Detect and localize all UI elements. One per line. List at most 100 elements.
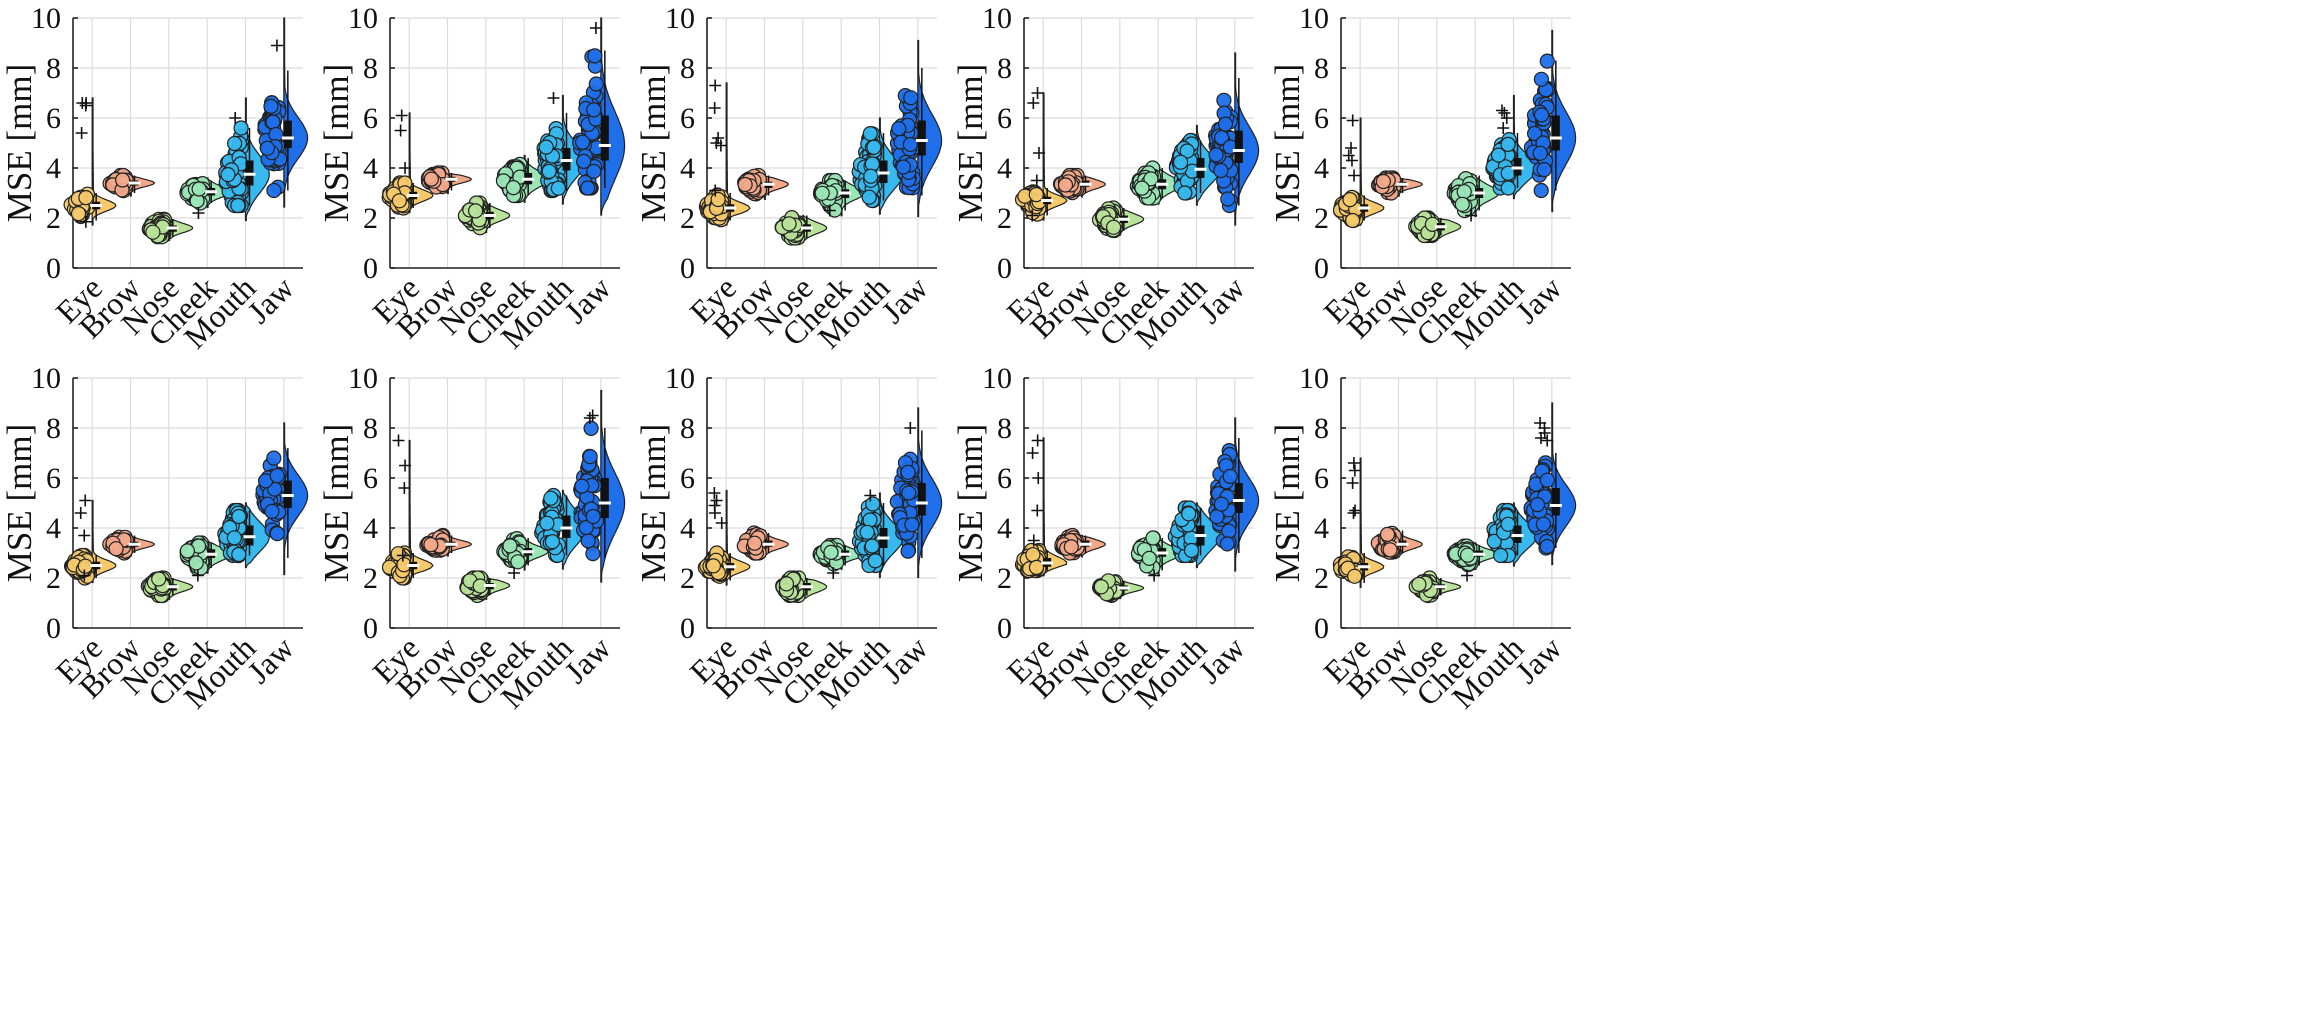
- outlier-marker: [398, 482, 411, 494]
- data-point: [1375, 173, 1392, 190]
- y-axis-label: MSE [mm]: [634, 424, 673, 582]
- violin-eye: [91, 97, 117, 226]
- data-point: [1063, 539, 1079, 555]
- data-point: [1500, 516, 1516, 532]
- y-tick-label: 4: [680, 152, 695, 185]
- data-point: [1539, 472, 1555, 488]
- y-axis-label: MSE [mm]: [317, 424, 356, 582]
- y-tick-label: 4: [1314, 152, 1329, 185]
- outlier-marker: [399, 162, 412, 174]
- data-point: [1459, 547, 1476, 563]
- data-point: [543, 490, 559, 506]
- outlier-marker: [192, 207, 205, 219]
- outlier-marker: [708, 507, 721, 519]
- y-tick-label: 10: [348, 2, 378, 35]
- data-point: [505, 180, 522, 196]
- outlier-marker: [79, 494, 92, 507]
- y-tick-label: 4: [997, 512, 1012, 545]
- outlier-marker: [1346, 114, 1359, 127]
- data-point: [1219, 536, 1235, 552]
- data-point: [423, 537, 439, 553]
- outlier-marker: [394, 124, 407, 137]
- data-point: [231, 546, 247, 563]
- y-tick-label: 6: [680, 102, 695, 135]
- y-tick-label: 10: [982, 362, 1012, 395]
- outlier-marker: [229, 112, 242, 124]
- x-tick-label: Jaw: [240, 269, 301, 330]
- data-point: [266, 450, 282, 466]
- data-point: [1500, 180, 1516, 196]
- data-point: [1492, 547, 1509, 564]
- outlier-marker: [586, 409, 599, 422]
- data-point: [574, 478, 590, 494]
- data-point: [903, 90, 919, 106]
- data-point: [1536, 162, 1552, 178]
- outlier-marker: [1347, 507, 1360, 519]
- series-mouth: Mouth: [177, 502, 270, 715]
- data-point: [227, 135, 243, 152]
- y-tick-label: 8: [46, 52, 61, 85]
- y-tick-label: 10: [348, 362, 378, 395]
- x-tick-label: Jaw: [1191, 269, 1252, 330]
- data-point: [585, 508, 601, 525]
- outlier-marker: [395, 109, 408, 122]
- data-point: [179, 543, 195, 559]
- data-point: [233, 120, 249, 136]
- data-point: [423, 171, 439, 187]
- data-point: [1539, 538, 1555, 555]
- y-tick-label: 2: [997, 202, 1012, 235]
- data-point: [1145, 530, 1161, 546]
- data-point: [1533, 107, 1550, 123]
- y-tick-label: 10: [1299, 362, 1329, 395]
- y-tick-label: 2: [680, 562, 695, 595]
- iqr-box: [1551, 488, 1560, 516]
- y-axis-label: MSE [mm]: [634, 64, 673, 222]
- y-tick-label: 10: [665, 2, 695, 35]
- y-axis-label: MSE [mm]: [0, 424, 39, 582]
- y-axis-label: MSE [mm]: [951, 424, 990, 582]
- violin-nose: [168, 217, 194, 242]
- y-axis-label: MSE [mm]: [317, 64, 356, 222]
- data-point: [585, 545, 601, 562]
- data-point: [867, 553, 883, 569]
- x-tick-label: Jaw: [240, 629, 301, 690]
- outlier-marker: [709, 79, 722, 92]
- data-point: [781, 216, 797, 232]
- data-point: [823, 544, 839, 561]
- data-point: [114, 172, 131, 188]
- violin-eye: [408, 112, 434, 214]
- data-point: [1532, 145, 1548, 161]
- y-tick-label: 6: [997, 462, 1012, 495]
- data-point: [145, 224, 161, 240]
- data-point: [1456, 184, 1472, 200]
- data-point: [468, 203, 484, 219]
- y-tick-label: 4: [680, 512, 695, 545]
- data-point: [1141, 550, 1157, 567]
- violin-nose: [485, 202, 511, 234]
- y-tick-label: 10: [1299, 2, 1329, 35]
- data-point: [1539, 53, 1555, 69]
- y-tick-label: 8: [680, 52, 695, 85]
- data-point: [865, 496, 881, 512]
- y-tick-label: 6: [1314, 102, 1329, 135]
- data-point: [1093, 579, 1109, 595]
- iqr-box: [1551, 115, 1560, 151]
- y-tick-label: 4: [46, 512, 61, 545]
- data-point: [70, 206, 87, 222]
- data-point: [259, 140, 275, 156]
- y-tick-label: 8: [363, 52, 378, 85]
- series-mouth: Mouth: [1128, 500, 1221, 715]
- data-point: [778, 576, 795, 592]
- data-point: [1213, 496, 1230, 512]
- y-tick-label: 8: [997, 52, 1012, 85]
- outlier-marker: [1032, 472, 1045, 484]
- data-point: [263, 98, 279, 115]
- data-point: [1490, 147, 1507, 163]
- y-tick-label: 0: [1314, 252, 1329, 285]
- series-mouth: Mouth: [1445, 502, 1538, 715]
